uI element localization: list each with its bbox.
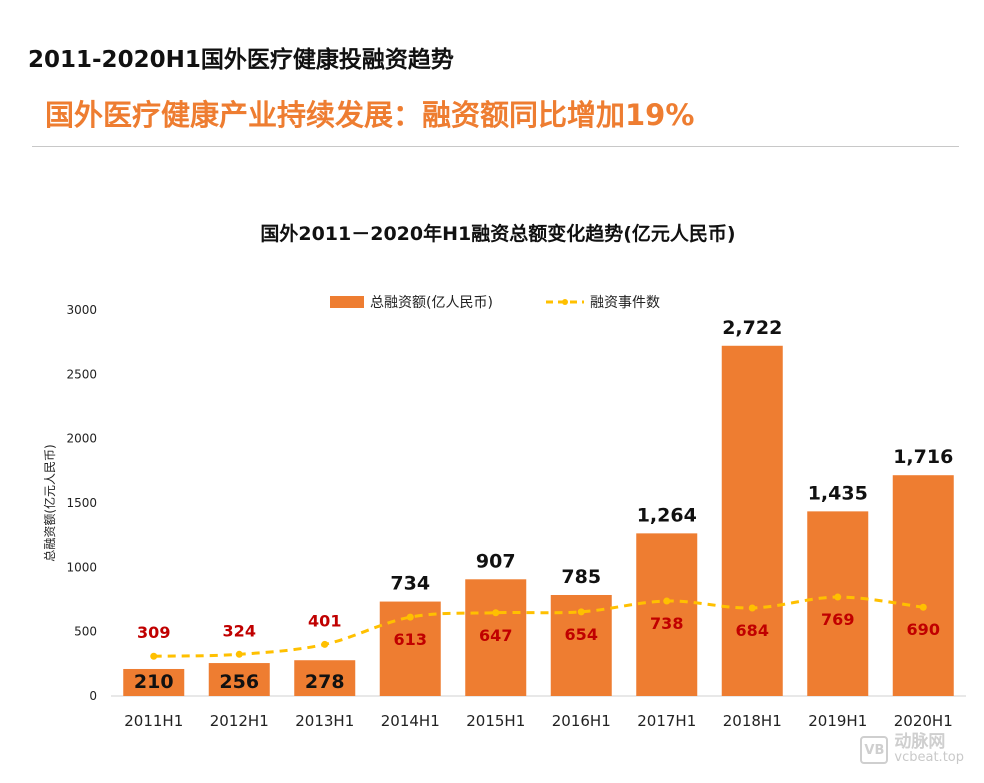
x-tick-label: 2017H1 [637,712,696,730]
line-path [153,595,924,658]
line-value-label: 401 [308,611,341,630]
x-tick-label: 2011H1 [124,712,183,730]
x-tick-label: 2013H1 [295,712,354,730]
bar-value-label: 1,716 [893,446,953,468]
y-tick-label: 3000 [66,303,97,317]
line-point-2020H1 [919,603,927,611]
line-series [150,593,927,660]
legend-bar-swatch [330,296,364,308]
line-value-label: 684 [736,621,769,640]
bar-2020H1 [892,475,954,696]
x-tick-label: 2019H1 [808,712,867,730]
page-subtitle: 国外医疗健康产业持续发展：融资额同比增加19% [45,98,695,132]
line-value-labels: 309 324 401 613 647 654 738 684 769 690 [137,610,940,649]
bar-value-label: 785 [561,566,601,588]
bar-2017H1 [636,533,698,696]
line-value-label: 309 [137,623,170,642]
bar-2019H1 [807,511,869,696]
line-point-2016H1 [577,608,585,616]
line-value-label: 324 [223,621,256,640]
chart-title: 国外2011－2020年H1融资总额变化趋势(亿元人民币) [260,222,735,245]
x-tick-label: 2016H1 [552,712,611,730]
bar-value-label: 907 [476,550,516,572]
bar-value-label: 1,435 [808,482,868,504]
watermark-domain: vcbeat.top [894,750,964,765]
chart-legend: 总融资额(亿人民币) 融资事件数 [330,295,660,311]
bar-2018H1 [721,345,783,696]
line-point-2015H1 [492,609,500,617]
legend-line-marker [562,299,568,305]
bar-series [123,345,954,696]
watermark-name: 动脉网 [894,732,946,752]
x-tick-label: 2014H1 [381,712,440,730]
vcbeat-logo-icon: VB [860,736,889,764]
bar-2011H1 [123,668,185,696]
legend-line-label: 融资事件数 [590,295,660,311]
bar-value-label: 1,264 [637,504,697,526]
line-point-2013H1 [321,640,329,648]
legend-bar-label: 总融资额(亿人民币) [370,295,493,311]
bar-value-label: 734 [390,573,430,595]
line-value-label: 647 [479,626,512,645]
x-tick-label: 2015H1 [466,712,525,730]
y-axis-ticks: 0 500 1000 1500 2000 2500 3000 [66,303,97,703]
y-axis-label: 总融资额(亿元人民币) [42,444,57,561]
y-tick-label: 0 [89,689,97,703]
x-tick-label: 2020H1 [894,712,953,730]
line-value-label: 613 [394,630,427,649]
line-value-label: 690 [907,620,940,639]
line-point-2017H1 [663,597,671,605]
bar-2012H1 [208,663,270,696]
y-tick-label: 500 [74,625,97,639]
bar-value-label: 2,722 [722,317,782,339]
line-value-label: 654 [565,625,598,644]
bar-value-label: 278 [305,671,345,693]
y-tick-label: 2000 [66,432,97,446]
title-divider [32,146,959,147]
line-point-2011H1 [150,652,158,660]
line-point-2012H1 [235,650,243,658]
line-point-2014H1 [406,613,414,621]
line-value-label: 738 [650,614,683,633]
x-tick-label: 2018H1 [723,712,782,730]
bar-value-label: 210 [134,671,174,693]
line-point-2018H1 [748,604,756,612]
y-tick-label: 2500 [66,367,97,381]
y-tick-label: 1000 [66,560,97,574]
watermark: VB 动脉网 vcbeat.top [860,734,964,766]
x-axis-ticks: 2011H1 2012H1 2013H1 2014H1 2015H1 2016H1 2017… [124,712,953,730]
bar-2013H1 [294,660,356,696]
x-tick-label: 2012H1 [210,712,269,730]
bar-2015H1 [465,579,527,696]
bar-value-label: 256 [219,671,259,693]
y-tick-label: 1500 [66,496,97,510]
bar-value-labels: 210 256 278 734 907 785 1,264 2,722 1,435 1,716 [134,317,953,693]
line-point-2019H1 [834,593,842,601]
line-value-label: 769 [821,610,854,629]
page-title: 2011-2020H1国外医疗健康投融资趋势 [28,47,454,73]
